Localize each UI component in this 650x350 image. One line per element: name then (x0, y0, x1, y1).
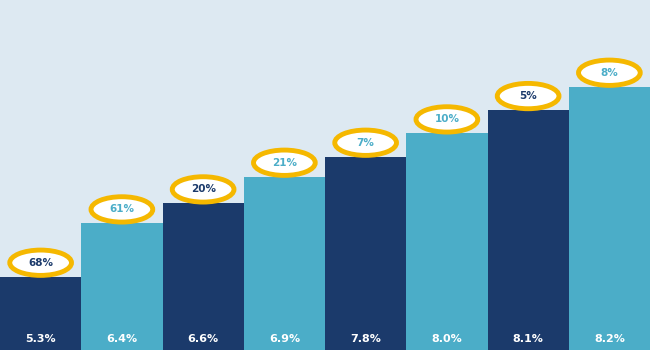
Text: 8.0%: 8.0% (432, 334, 462, 344)
Text: 68%: 68% (28, 258, 53, 268)
Text: 61%: 61% (109, 204, 135, 215)
Circle shape (91, 197, 153, 222)
FancyBboxPatch shape (81, 223, 650, 350)
Circle shape (578, 60, 640, 85)
FancyBboxPatch shape (488, 110, 650, 350)
Text: 6.6%: 6.6% (188, 334, 218, 344)
Text: 7%: 7% (357, 138, 374, 148)
Text: 7.8%: 7.8% (350, 334, 381, 344)
Circle shape (10, 250, 72, 275)
FancyBboxPatch shape (406, 133, 650, 350)
Text: 21%: 21% (272, 158, 297, 168)
FancyBboxPatch shape (162, 203, 650, 350)
Text: 5%: 5% (519, 91, 537, 101)
Text: 20%: 20% (190, 184, 216, 194)
Text: 10%: 10% (434, 114, 460, 124)
Circle shape (254, 150, 315, 175)
FancyBboxPatch shape (569, 87, 650, 350)
Text: 8.2%: 8.2% (594, 334, 625, 344)
Circle shape (416, 107, 478, 132)
Circle shape (497, 83, 559, 109)
Text: 5.3%: 5.3% (25, 334, 56, 344)
FancyBboxPatch shape (0, 276, 650, 350)
Text: 8%: 8% (601, 68, 618, 78)
Circle shape (172, 177, 234, 202)
FancyBboxPatch shape (325, 157, 650, 350)
Circle shape (335, 130, 396, 155)
Text: 8.1%: 8.1% (513, 334, 543, 344)
Text: 6.4%: 6.4% (107, 334, 137, 344)
FancyBboxPatch shape (244, 177, 650, 350)
Text: 6.9%: 6.9% (269, 334, 300, 344)
